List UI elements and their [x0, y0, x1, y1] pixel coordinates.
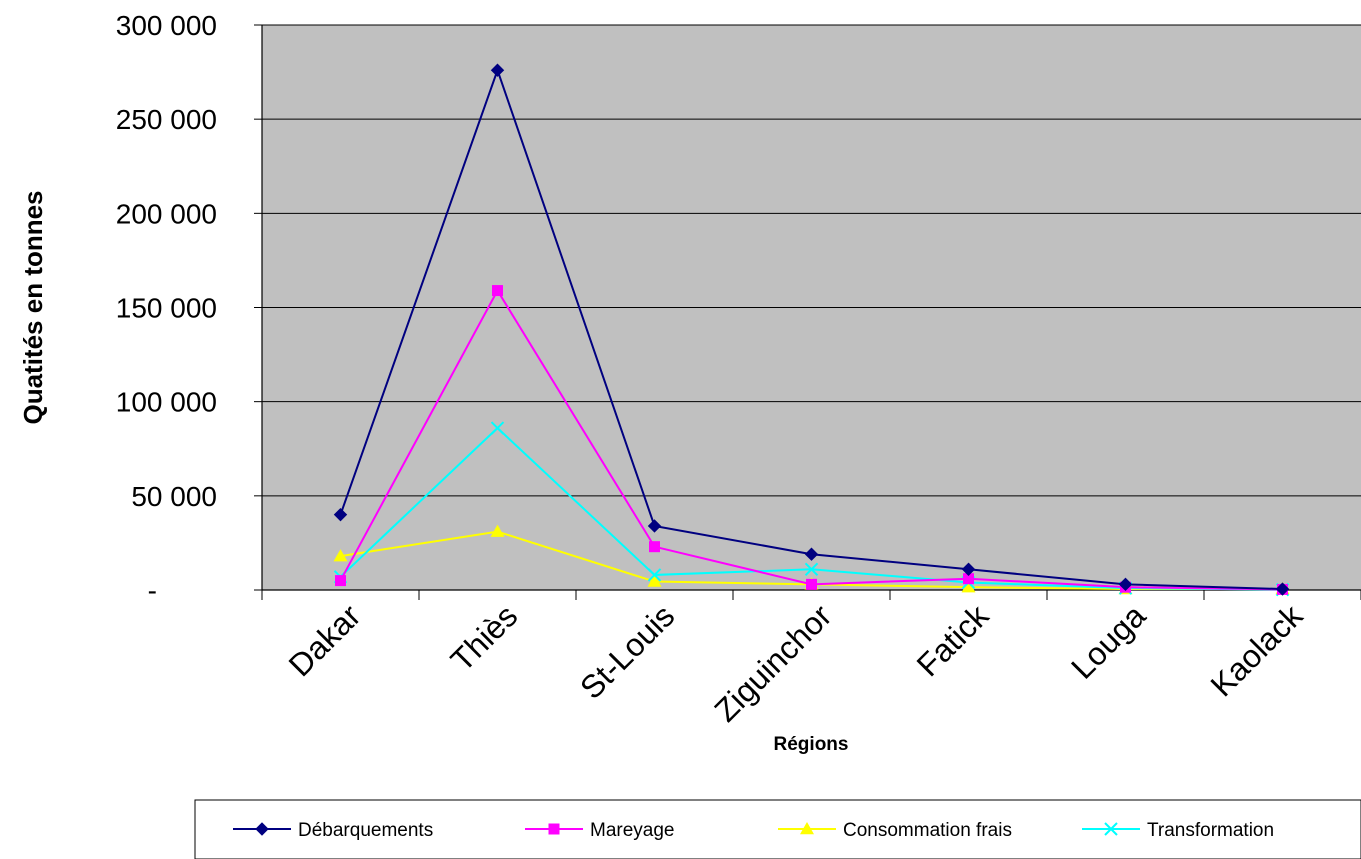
legend-marker: [800, 822, 814, 835]
legend-marker: [1104, 822, 1118, 836]
data-point: [333, 549, 348, 562]
y-tick-label: 250 000: [116, 104, 217, 135]
x-tick-label: St-Louis: [573, 597, 681, 705]
y-tick-label: 150 000: [116, 293, 217, 324]
legend-label: Transformation: [1147, 820, 1274, 841]
x-tick-label: Ziguinchor: [707, 597, 838, 728]
series-débarquements: [333, 63, 1290, 596]
y-tick-label: 100 000: [116, 387, 217, 418]
legend-label: Consommation frais: [843, 820, 1012, 841]
data-point: [963, 573, 974, 585]
data-point: [804, 562, 819, 576]
data-point: [335, 575, 346, 587]
data-point: [649, 541, 660, 553]
x-tick-label: Dakar: [282, 597, 368, 683]
x-tick-label: Louga: [1064, 597, 1153, 686]
data-point: [490, 421, 505, 435]
data-point: [333, 507, 348, 522]
legend-item: Mareyage: [525, 820, 675, 841]
series-group: [333, 63, 1290, 597]
grid-lines: [254, 24, 1361, 591]
legend-marker: [255, 822, 269, 836]
legend-label: Débarquements: [298, 820, 433, 841]
legend: Débarquements Mareyage Consommation frais T…: [194, 799, 1361, 859]
data-point: [804, 547, 819, 561]
data-point: [492, 285, 503, 297]
y-axis-title: Quatités en tonnes: [18, 190, 48, 424]
data-point: [806, 578, 817, 590]
data-point: [1275, 582, 1290, 596]
data-point: [647, 568, 662, 582]
y-tick-label: -: [148, 575, 157, 606]
x-tick-label: Thiès: [444, 597, 525, 678]
data-point: [490, 524, 505, 537]
y-tick-label: 300 000: [116, 10, 217, 41]
data-point: [961, 562, 976, 576]
x-tick-label: Fatick: [910, 597, 997, 684]
data-point: [961, 580, 976, 593]
data-point: [647, 519, 662, 533]
legend-item: Transformation: [1082, 820, 1274, 841]
y-axis-tick-labels: - 50 000 100 000 150 000 200 000 250 000 300 0…: [116, 10, 217, 606]
x-axis-tick-labels: Dakar Thiès St-Louis Ziguinchor Fatick Louga K…: [282, 597, 1311, 729]
x-axis-title: Régions: [774, 734, 849, 755]
legend-item: Consommation frais: [778, 820, 1012, 841]
data-point: [490, 63, 505, 77]
y-tick-label: 50 000: [131, 481, 217, 512]
data-point: [647, 574, 662, 587]
x-tick-label: Kaolack: [1203, 597, 1310, 704]
data-point: [1118, 577, 1133, 592]
legend-item: Débarquements: [233, 820, 433, 841]
legend-marker: [548, 823, 560, 835]
y-tick-label: 200 000: [116, 198, 217, 229]
legend-label: Mareyage: [590, 820, 675, 841]
